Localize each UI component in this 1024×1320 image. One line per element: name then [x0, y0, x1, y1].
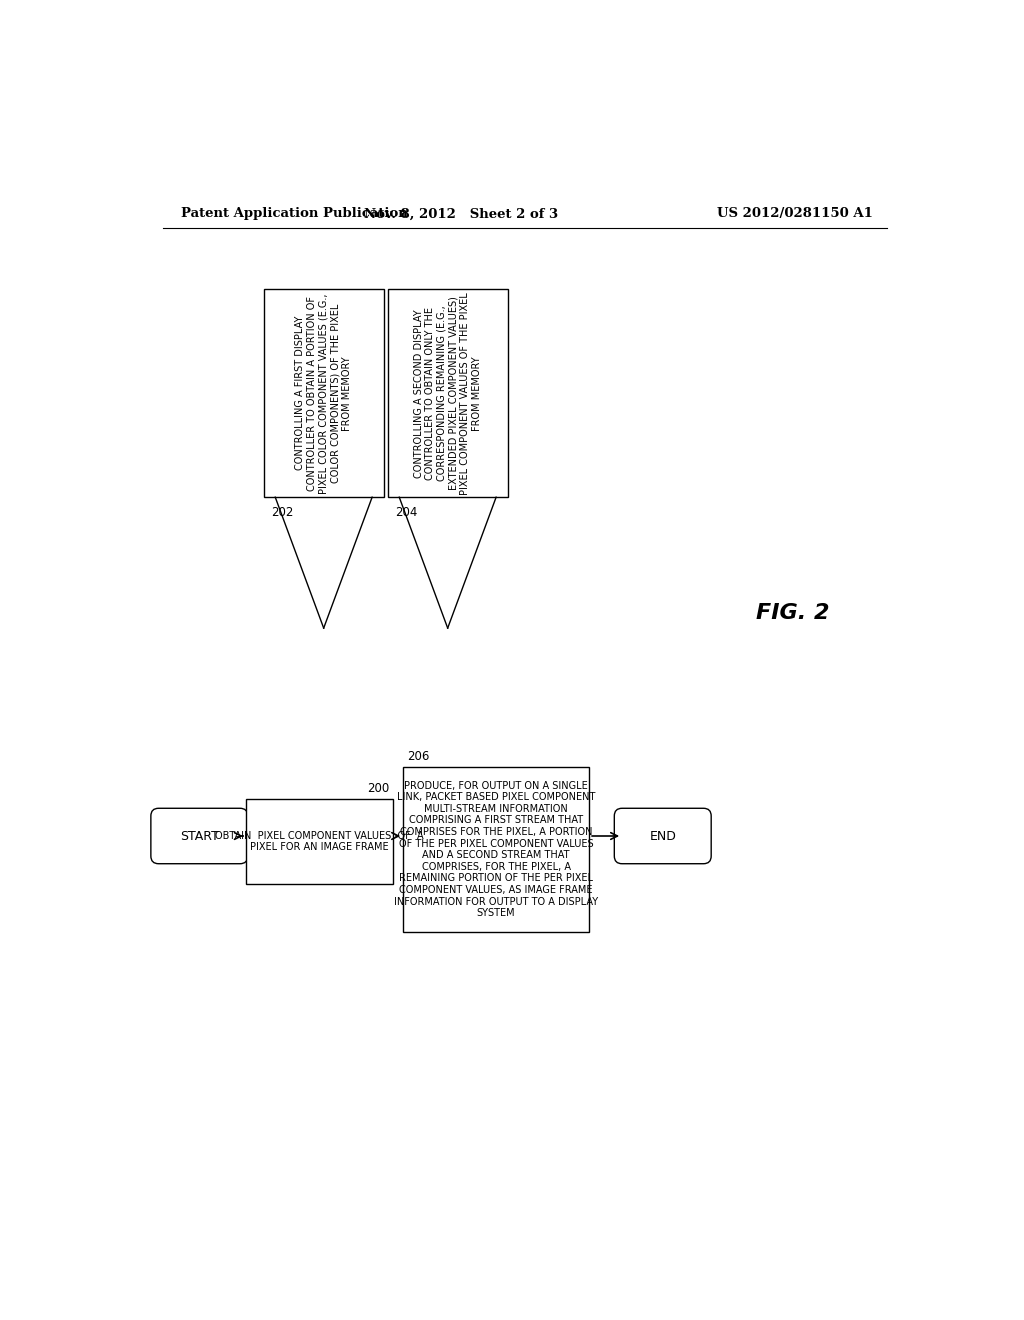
- Text: US 2012/0281150 A1: US 2012/0281150 A1: [717, 207, 872, 220]
- FancyBboxPatch shape: [614, 808, 712, 863]
- Bar: [246, 799, 393, 884]
- Text: FIG. 2: FIG. 2: [756, 603, 829, 623]
- FancyBboxPatch shape: [151, 808, 248, 863]
- Text: Nov. 8, 2012   Sheet 2 of 3: Nov. 8, 2012 Sheet 2 of 3: [365, 207, 558, 220]
- Text: OBTAIN  PIXEL COMPONENT VALUES  OF  A
PIXEL FOR AN IMAGE FRAME: OBTAIN PIXEL COMPONENT VALUES OF A PIXEL…: [215, 830, 424, 853]
- Text: 206: 206: [407, 750, 429, 763]
- Text: END: END: [649, 829, 676, 842]
- Text: CONTROLLING A FIRST DISPLAY
CONTROLLER TO OBTAIN A PORTION OF
PIXEL COLOR COMPON: CONTROLLING A FIRST DISPLAY CONTROLLER T…: [296, 293, 352, 494]
- Bar: [403, 767, 589, 932]
- Text: PRODUCE, FOR OUTPUT ON A SINGLE
LINK, PACKET BASED PIXEL COMPONENT
MULTI-STREAM : PRODUCE, FOR OUTPUT ON A SINGLE LINK, PA…: [394, 780, 598, 919]
- Text: Patent Application Publication: Patent Application Publication: [180, 207, 408, 220]
- Bar: [388, 289, 508, 498]
- Text: START: START: [180, 829, 219, 842]
- Text: 204: 204: [395, 506, 418, 519]
- Text: 202: 202: [271, 506, 294, 519]
- Text: CONTROLLING A SECOND DISPLAY
CONTROLLER TO OBTAIN ONLY THE
CORRESPONDING REMAINI: CONTROLLING A SECOND DISPLAY CONTROLLER …: [414, 292, 481, 495]
- Text: 200: 200: [367, 783, 389, 795]
- Bar: [263, 289, 384, 498]
